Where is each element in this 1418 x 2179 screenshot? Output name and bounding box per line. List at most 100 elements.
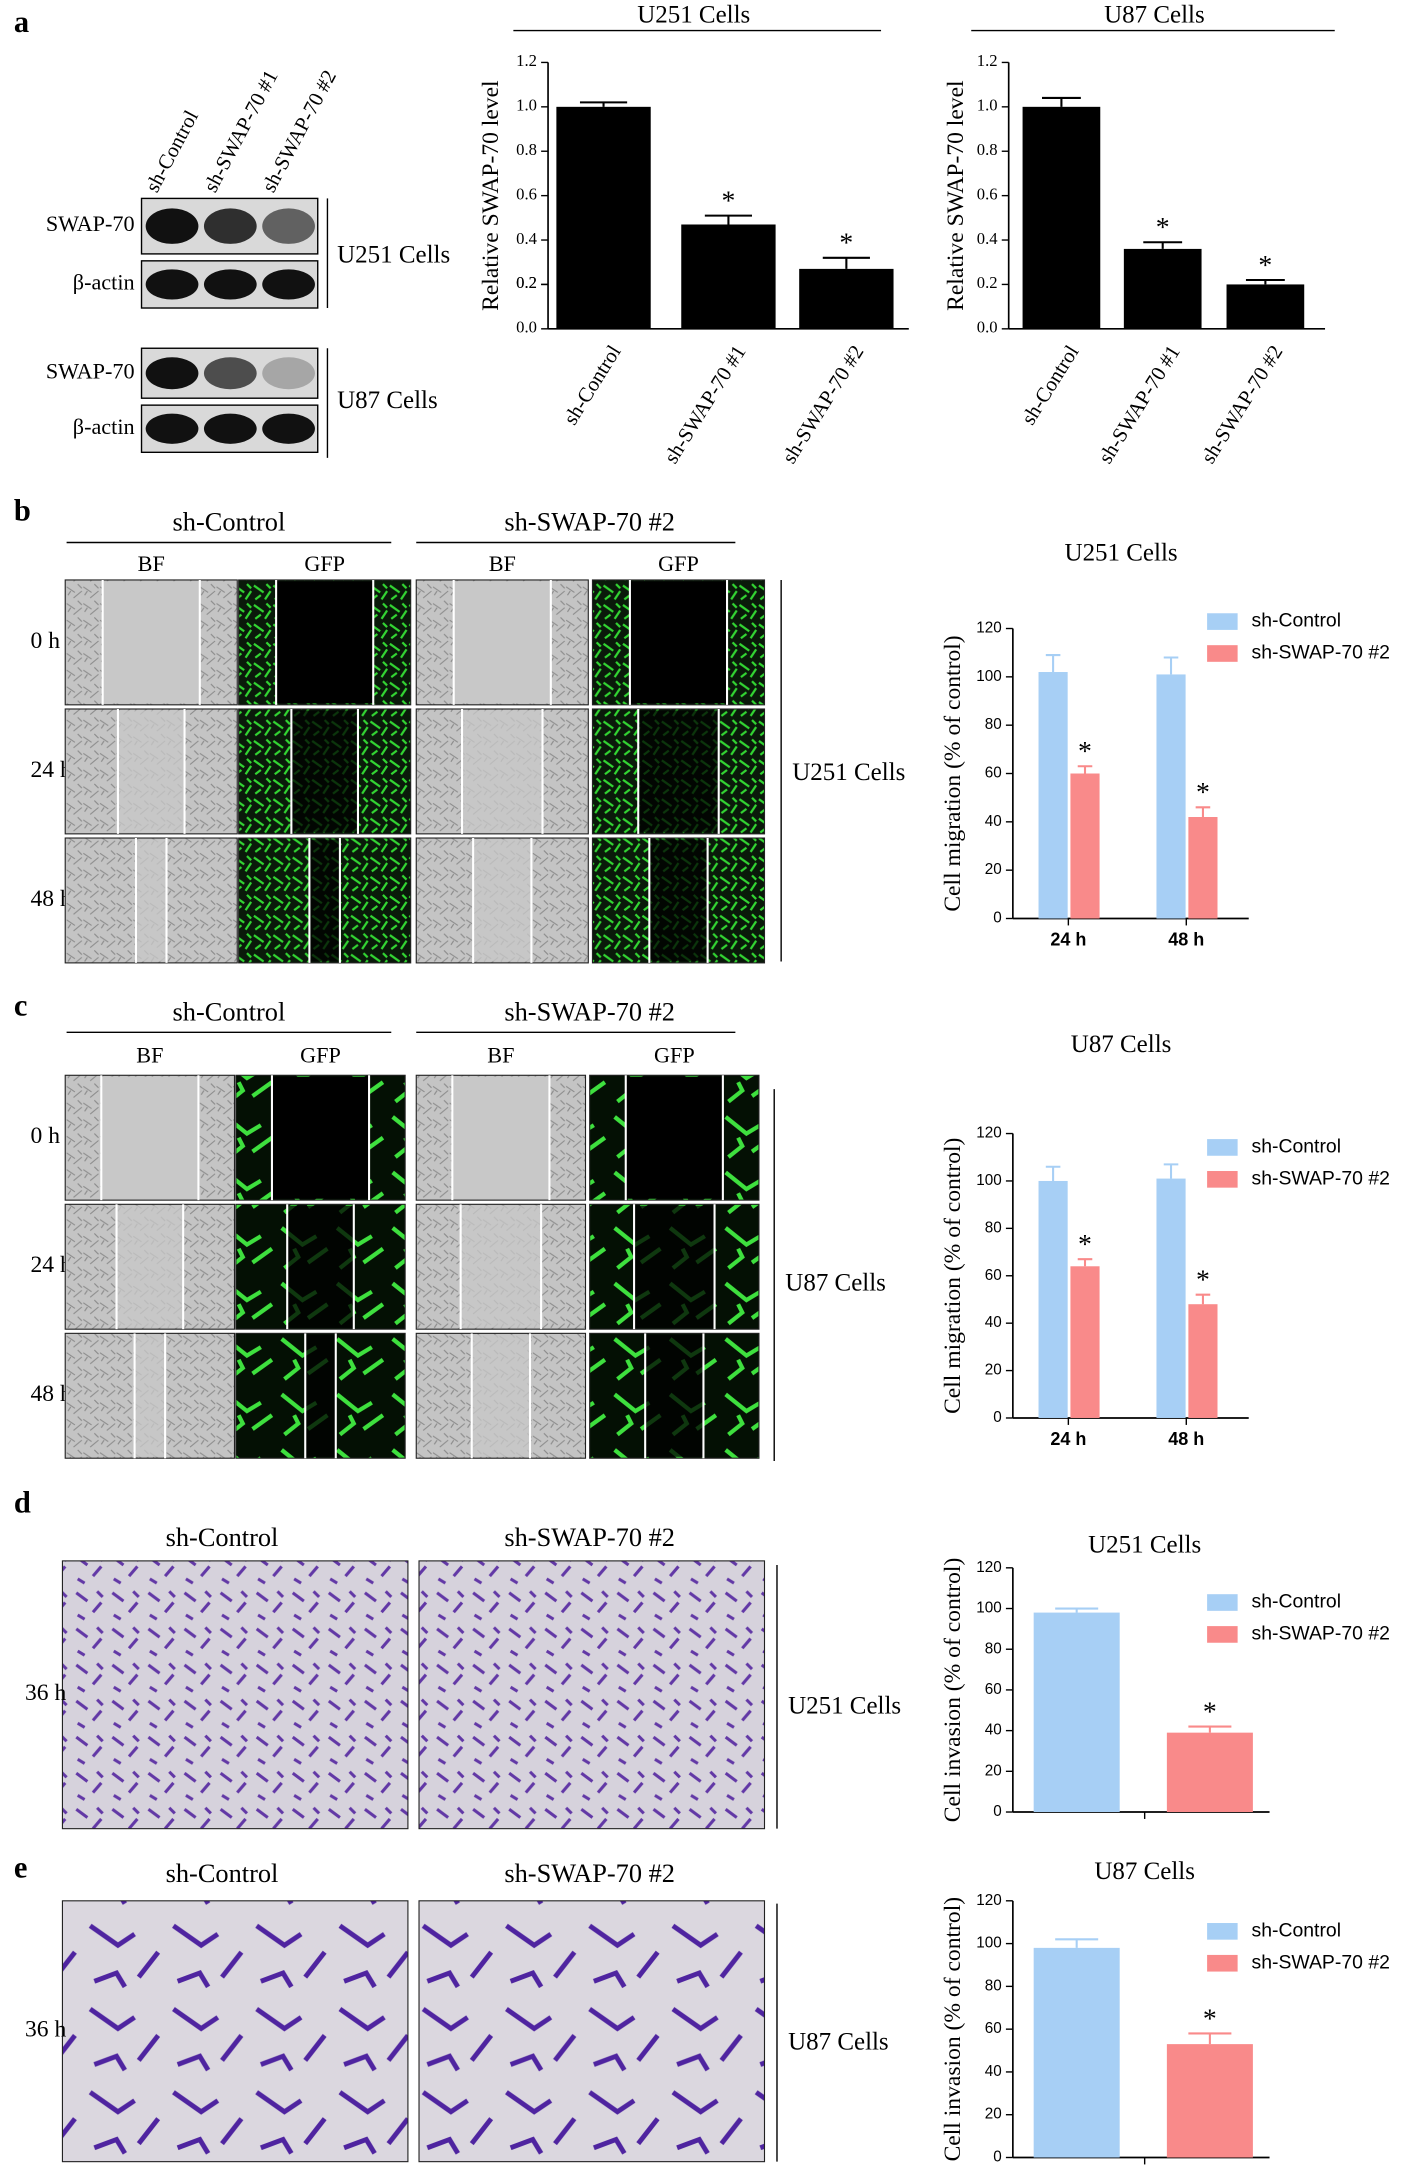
bar [1123,248,1202,329]
wound-gap [134,1334,166,1457]
bar [1156,674,1186,919]
panel-label: e [14,1850,28,1884]
x-tick-label: sh-SWAP-70 #2 [777,341,869,468]
bar [799,268,894,329]
y-tick-label: 0 [993,2149,1001,2166]
panel-label: c [14,989,28,1023]
x-tick-label: sh-SWAP-70 #2 [1196,341,1288,468]
wound-gap [634,1205,715,1328]
significance: * [1156,212,1170,243]
bar [1226,284,1305,329]
y-tick-label: 120 [976,1892,1001,1909]
significance: * [1078,1229,1092,1260]
wound-gap [116,1205,184,1328]
significance: * [1203,1696,1217,1727]
y-tick-label: 60 [985,1267,1002,1284]
group-header: sh-Control [166,1523,279,1552]
y-tick-label: 60 [985,1681,1002,1698]
blot-row-label: β-actin [73,414,135,439]
y-tick-label: 0.0 [977,318,998,337]
y-axis-label: Cell migration (% of control) [940,1138,966,1414]
legend-swatch [1207,1626,1238,1643]
significance: * [1258,250,1272,281]
legend-label: sh-Control [1252,1591,1342,1613]
lane-label: sh-Control [140,106,203,196]
group-header: sh-Control [166,1859,279,1888]
y-tick-label: 0.4 [516,229,537,248]
significance: * [1078,736,1092,767]
blot-band [262,357,315,390]
y-tick-label: 80 [985,716,1002,733]
legend-swatch [1207,1923,1238,1940]
x-tick-label: sh-SWAP-70 #1 [659,341,751,468]
wound-gap [102,581,200,704]
wound-gap [638,710,719,833]
image-cell-line: U251 Cells [788,1693,901,1720]
bar [556,106,651,329]
group-header: sh-SWAP-70 #2 [504,997,675,1026]
x-tick-label: sh-Control [558,341,626,429]
x-tick-label: 24 h [1050,1429,1086,1449]
image-cell-line: U87 Cells [788,2028,889,2055]
y-tick-label: 20 [985,2106,1002,2123]
channel-label: BF [138,551,165,576]
error-bar [1045,1165,1061,1181]
error-bar [822,256,870,269]
invasion-image [418,1560,766,1830]
x-tick-label: sh-Control [1016,341,1084,429]
group-header: sh-Control [173,997,286,1026]
y-tick-label: 80 [985,1977,1002,1994]
error-bar [1055,1938,1099,1948]
error-bar [579,101,628,107]
blot-row-label: SWAP-70 [46,211,135,236]
error-bar [1055,1607,1099,1613]
blot-band [203,208,257,244]
time-label: 0 h [31,628,61,654]
blot-band [262,208,315,244]
legend-label: sh-Control [1252,1136,1342,1158]
significance: * [721,185,735,216]
invasion-image [61,1900,409,2163]
legend-swatch [1207,613,1238,630]
legend-label: sh-Control [1252,610,1342,632]
bar [1156,1178,1186,1418]
wound-gap [309,839,340,962]
significance: * [839,228,853,259]
x-tick-label: sh-SWAP-70 #1 [1093,341,1185,468]
y-tick-label: 80 [985,1640,1002,1657]
chart-title: U87 Cells [1094,1858,1195,1885]
legend-swatch [1207,645,1238,662]
bar [1166,1732,1253,1813]
bar [1188,1304,1218,1418]
error-bar [1045,654,1061,673]
group-header: sh-Control [173,508,286,537]
legend-label: sh-SWAP-70 #2 [1252,1951,1390,1973]
panel-label: d [14,1485,31,1519]
error-bar [1143,241,1183,249]
blot-band [262,413,315,444]
y-tick-label: 80 [985,1219,1002,1236]
wound-gap [287,1205,354,1328]
y-tick-label: 20 [985,1762,1002,1779]
y-tick-label: 0.6 [516,184,537,203]
y-tick-label: 1.0 [516,96,537,115]
y-tick-label: 120 [976,1559,1001,1576]
y-tick-label: 1.2 [977,51,998,70]
group-header: sh-SWAP-70 #2 [504,508,675,537]
y-axis-label: Cell migration (% of control) [940,635,966,911]
channel-label: BF [487,1042,514,1067]
wound-gap [645,1334,704,1457]
y-tick-label: 0.4 [977,229,998,248]
error-bar [1245,278,1285,285]
error-bar [1041,96,1081,107]
y-tick-label: 0.8 [516,140,537,159]
error-bar [1195,806,1211,818]
error-bar [1077,765,1093,774]
bar [1038,672,1068,919]
y-tick-label: 40 [985,1722,1002,1739]
blot-cell-line: U87 Cells [337,387,438,414]
y-tick-label: 0.2 [516,273,537,292]
panel-label: b [14,493,31,527]
